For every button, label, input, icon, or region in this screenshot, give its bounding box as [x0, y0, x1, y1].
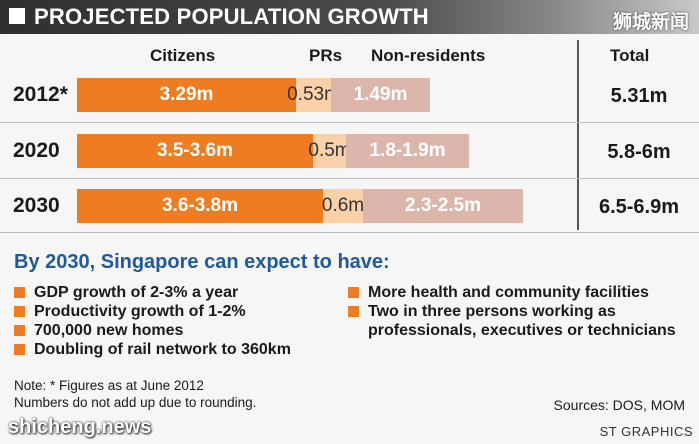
bar-citizens: 3.6-3.8m: [77, 189, 323, 223]
row-divider: [0, 178, 699, 179]
bar-non-residents: 1.49m: [331, 78, 430, 112]
bullet-square-icon: [348, 287, 359, 298]
row-label-year: 2012*: [13, 83, 68, 106]
credit: ST GRAPHICS: [599, 424, 693, 439]
expectations-heading: By 2030, Singapore can expect to have:: [14, 251, 390, 273]
title-square-icon: [9, 8, 25, 24]
data-label: 3.6-3.8m: [161, 195, 239, 216]
bullet-square-icon: [14, 306, 25, 317]
list-item: 700,000 new homes: [14, 321, 291, 340]
data-label: 2.3-2.5m: [404, 195, 482, 216]
total-value: 5.8-6m: [607, 141, 671, 163]
bullet-square-icon: [14, 344, 25, 355]
data-label: 1.8-1.9m: [369, 140, 446, 161]
title-bar: PROJECTED POPULATION GROWTH 狮城新闻: [0, 0, 699, 34]
list-item: Two in three persons working as professi…: [348, 302, 693, 340]
list-item: Productivity growth of 1-2%: [14, 302, 291, 321]
list-item: Doubling of rail network to 360km: [14, 340, 291, 359]
bullet-square-icon: [348, 306, 359, 317]
bar-non-residents: 2.3-2.5m: [363, 189, 523, 223]
watermark-bottom: shicheng.news: [8, 416, 152, 438]
data-label: 0.5m: [308, 140, 351, 161]
bar-citizens: 3.29m: [77, 78, 296, 112]
total-header: Total: [610, 46, 650, 65]
bar-non-residents: 1.8-1.9m: [346, 134, 469, 168]
bar-prs: 0.53m: [287, 78, 340, 112]
data-label: 1.49m: [353, 84, 408, 105]
total-divider: [577, 40, 579, 230]
list-item: More health and community facilities: [348, 283, 693, 302]
chart-title: PROJECTED POPULATION GROWTH: [34, 4, 429, 29]
total-value: 6.5-6.9m: [598, 196, 680, 218]
total-value: 5.31m: [610, 85, 668, 107]
watermark-top: 狮城新闻: [612, 12, 689, 33]
legend-citizens: Citizens: [150, 46, 216, 65]
row-label-year: 2020: [13, 139, 60, 162]
data-label: 3.5-3.6m: [156, 140, 234, 161]
legend-non-residents: Non-residents: [371, 46, 486, 65]
expectations-right-list: More health and community facilities Two…: [348, 283, 693, 340]
bar-prs: 0.6m: [321, 189, 365, 223]
data-label: 0.6m: [321, 195, 365, 216]
note-line-2: Numbers do not add up due to rounding.: [14, 395, 257, 410]
bullet-square-icon: [14, 287, 25, 298]
data-label: 0.53m: [287, 84, 340, 105]
sources: Sources: DOS, MOM: [553, 397, 685, 413]
row-label-year: 2030: [13, 194, 60, 217]
row-divider: [0, 232, 699, 233]
list-item: GDP growth of 2-3% a year: [14, 283, 291, 302]
bar-citizens: 3.5-3.6m: [77, 134, 313, 168]
legend-prs: PRs: [309, 46, 343, 65]
expectations-left-list: GDP growth of 2-3% a year Productivity g…: [14, 283, 291, 359]
bar-prs: 0.5m: [308, 134, 351, 168]
bullet-square-icon: [14, 325, 25, 336]
row-divider: [0, 122, 699, 123]
note-line-1: Note: * Figures as at June 2012: [14, 378, 204, 393]
data-label: 3.29m: [159, 84, 214, 105]
